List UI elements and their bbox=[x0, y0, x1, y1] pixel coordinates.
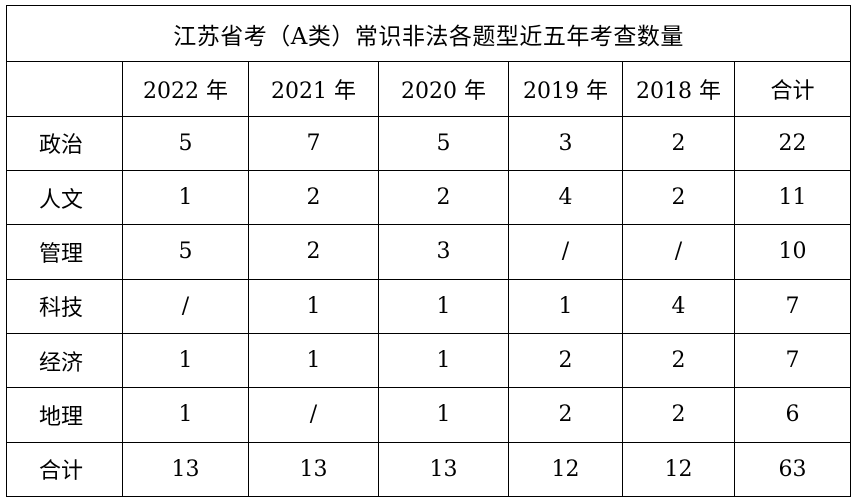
table-cell: 5 bbox=[378, 115, 509, 172]
table-cell: 1 bbox=[122, 169, 249, 226]
table-cell: 1 bbox=[248, 278, 379, 334]
header-col-total: 合计 bbox=[733, 61, 852, 117]
table-cell: 2 bbox=[378, 169, 509, 226]
table-cell: 3 bbox=[378, 224, 509, 280]
table-cell-total: 7 bbox=[733, 278, 852, 334]
table-cell: 1 bbox=[378, 387, 509, 443]
table-row: 政治 5 7 5 3 2 22 bbox=[6, 115, 852, 172]
table-cell: 5 bbox=[122, 224, 249, 280]
table-cell: 13 bbox=[122, 441, 249, 498]
table-cell-total: 7 bbox=[733, 332, 852, 389]
row-label: 地理 bbox=[6, 387, 123, 443]
table-row: 管理 5 2 3 / / 10 bbox=[6, 224, 852, 280]
table-cell: 2 bbox=[508, 332, 623, 389]
stats-table-container: 江苏省考（A类）常识非法各题型近五年考查数量 2022 年 2021 年 202… bbox=[5, 4, 852, 498]
table-cell: / bbox=[508, 224, 623, 280]
header-corner bbox=[6, 61, 123, 117]
table-cell: 7 bbox=[248, 115, 379, 172]
table-cell: / bbox=[248, 387, 379, 443]
row-label: 经济 bbox=[6, 332, 123, 389]
header-col-2019: 2019 年 bbox=[508, 61, 623, 117]
table-cell: / bbox=[622, 224, 735, 280]
table-row: 科技 / 1 1 1 4 7 bbox=[6, 278, 852, 334]
header-col-2021: 2021 年 bbox=[248, 61, 379, 117]
table-cell: 13 bbox=[248, 441, 379, 498]
table-cell: 1 bbox=[122, 387, 249, 443]
table-cell: 2 bbox=[622, 387, 735, 443]
header-row: 2022 年 2021 年 2020 年 2019 年 2018 年 合计 bbox=[6, 61, 852, 117]
table-cell: 1 bbox=[248, 332, 379, 389]
table-cell: 12 bbox=[622, 441, 735, 498]
table-cell: 4 bbox=[622, 278, 735, 334]
row-label: 政治 bbox=[6, 115, 123, 172]
table-cell: 4 bbox=[508, 169, 623, 226]
header-col-2022: 2022 年 bbox=[122, 61, 249, 117]
table-cell-total: 63 bbox=[733, 441, 852, 498]
table-cell: 2 bbox=[622, 332, 735, 389]
table-cell: 1 bbox=[508, 278, 623, 334]
table-cell: 2 bbox=[622, 115, 735, 172]
exam-stats-table: 江苏省考（A类）常识非法各题型近五年考查数量 2022 年 2021 年 202… bbox=[5, 4, 852, 498]
table-cell: 2 bbox=[248, 169, 379, 226]
row-label: 管理 bbox=[6, 224, 123, 280]
table-row: 人文 1 2 2 4 2 11 bbox=[6, 169, 852, 226]
table-cell: 2 bbox=[622, 169, 735, 226]
table-cell: 1 bbox=[122, 332, 249, 389]
row-label: 合计 bbox=[6, 441, 123, 498]
table-row: 地理 1 / 1 2 2 6 bbox=[6, 387, 852, 443]
table-cell: 5 bbox=[122, 115, 249, 172]
table-cell: 3 bbox=[508, 115, 623, 172]
table-cell: 13 bbox=[378, 441, 509, 498]
table-cell: 12 bbox=[508, 441, 623, 498]
row-label: 人文 bbox=[6, 169, 123, 226]
table-cell-total: 10 bbox=[733, 224, 852, 280]
table-cell: / bbox=[122, 278, 249, 334]
table-title: 江苏省考（A类）常识非法各题型近五年考查数量 bbox=[5, 4, 852, 63]
table-cell: 1 bbox=[378, 332, 509, 389]
header-col-2020: 2020 年 bbox=[378, 61, 509, 117]
table-cell: 1 bbox=[378, 278, 509, 334]
table-cell-total: 11 bbox=[733, 169, 852, 226]
table-cell-total: 6 bbox=[733, 387, 852, 443]
total-row: 合计 13 13 13 12 12 63 bbox=[6, 441, 852, 498]
table-cell: 2 bbox=[508, 387, 623, 443]
table-cell-total: 22 bbox=[733, 115, 852, 172]
row-label: 科技 bbox=[6, 278, 123, 334]
table-cell: 2 bbox=[248, 224, 379, 280]
table-row: 经济 1 1 1 2 2 7 bbox=[6, 332, 852, 389]
header-col-2018: 2018 年 bbox=[622, 61, 735, 117]
